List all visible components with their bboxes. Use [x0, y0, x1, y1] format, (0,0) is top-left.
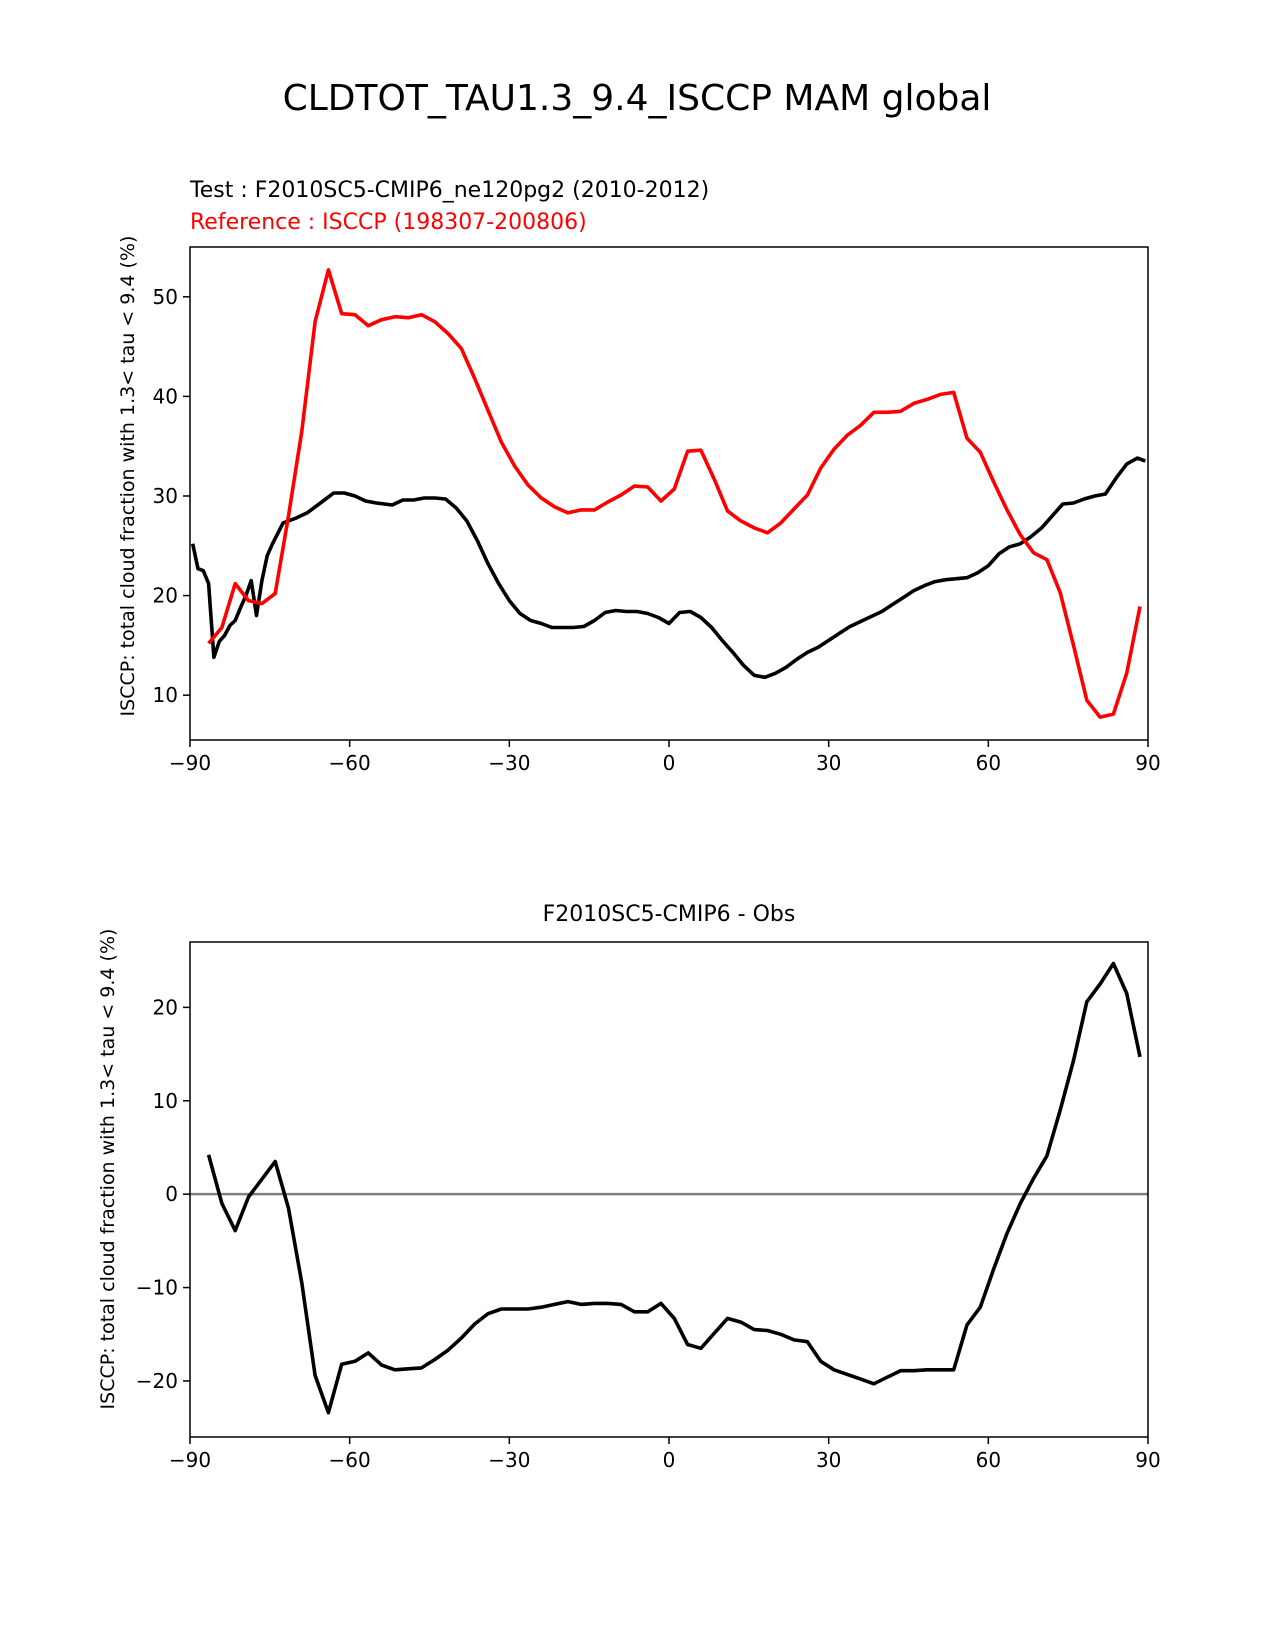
top-x-tick-label: 0 [663, 751, 676, 775]
bottom-x-tick-label: −60 [329, 1448, 371, 1472]
bottom-y-tick-label: 20 [153, 995, 178, 1019]
bottom-x-tick-label: 90 [1135, 1448, 1160, 1472]
bottom-plot-area: −90 −60 −30 0 30 60 90 −20 −10 0 10 20 [136, 941, 1161, 1472]
bottom-x-tick-label: 0 [663, 1448, 676, 1472]
top-y-tick-label: 20 [153, 584, 178, 608]
bottom-x-tick-label: 30 [816, 1448, 841, 1472]
top-series-reference [207, 268, 1142, 719]
bottom-x-tick-label: −30 [488, 1448, 530, 1472]
bottom-y-axis-label: ISCCP: total cloud fraction with 1.3< ta… [97, 929, 119, 1410]
figure-title: CLDTOT_TAU1.3_9.4_ISCCP MAM global [283, 78, 992, 119]
bottom-x-tick-label: −90 [169, 1448, 211, 1472]
top-x-tick-label: 30 [816, 751, 841, 775]
top-panel: Test : F2010SC5-CMIP6_ne120pg2 (2010-201… [117, 178, 1161, 775]
top-y-tick-label: 10 [153, 683, 178, 707]
bottom-y-tick-label: 10 [153, 1089, 178, 1113]
reference-label: Reference : ISCCP (198307-200806) [190, 210, 587, 235]
top-y-axis-label: ISCCP: total cloud fraction with 1.3< ta… [117, 236, 139, 717]
bottom-y-tick-label: −20 [136, 1369, 178, 1393]
top-x-tick-label: 60 [976, 751, 1001, 775]
top-plot-area: −90 −60 −30 0 30 60 90 10 20 30 40 50 [153, 246, 1161, 775]
top-y-tick-label: 50 [153, 285, 178, 309]
top-x-tick-label: −90 [169, 751, 211, 775]
bottom-series-test-obs [206, 961, 1142, 1415]
bottom-chart-title: F2010SC5-CMIP6 - Obs [543, 902, 796, 927]
top-y-tick-label: 40 [153, 384, 178, 408]
bottom-y-tick-label: 0 [165, 1182, 178, 1206]
test-label: Test : F2010SC5-CMIP6_ne120pg2 (2010-201… [189, 178, 709, 203]
top-series-test [190, 456, 1146, 680]
top-x-tick-label: 90 [1135, 751, 1160, 775]
bottom-y-tick-label: −10 [136, 1276, 178, 1300]
top-y-tick-label: 30 [153, 484, 178, 508]
top-x-tick-label: −60 [329, 751, 371, 775]
bottom-panel: F2010SC5-CMIP6 - Obs ISCCP: total cloud … [97, 902, 1161, 1472]
top-x-tick-label: −30 [488, 751, 530, 775]
bottom-x-tick-label: 60 [976, 1448, 1001, 1472]
